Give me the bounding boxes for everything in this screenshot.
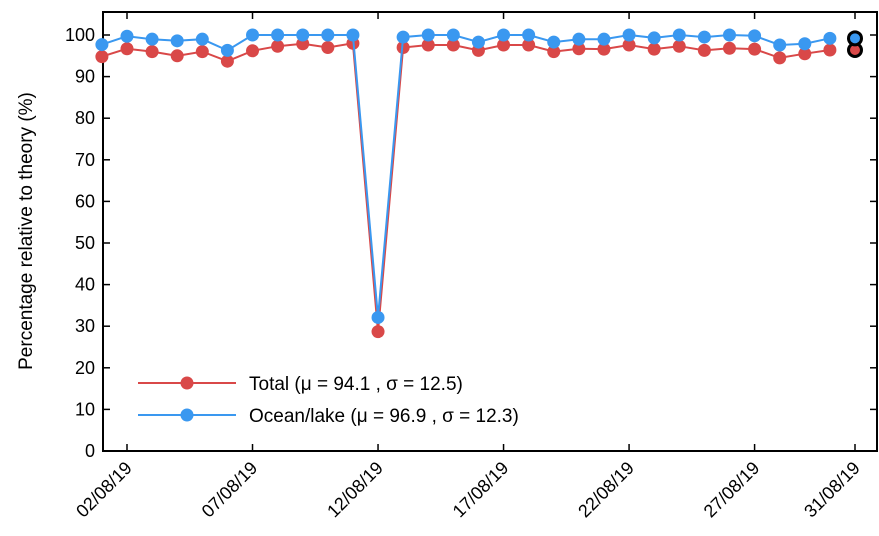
data-point	[321, 40, 335, 54]
data-point	[471, 35, 485, 49]
data-point	[697, 43, 711, 57]
data-point	[647, 42, 661, 56]
data-point	[271, 28, 285, 42]
series-total	[95, 36, 863, 339]
data-point	[547, 35, 561, 49]
data-point	[722, 41, 736, 55]
x-tick-label: 17/08/19	[449, 458, 513, 522]
y-tick-label: 100	[65, 25, 95, 45]
data-point	[396, 30, 410, 44]
data-point	[195, 32, 209, 46]
data-point	[246, 28, 260, 42]
y-tick-label: 20	[75, 358, 95, 378]
data-point	[170, 34, 184, 48]
data-point	[371, 310, 385, 324]
legend-marker	[180, 408, 194, 422]
y-tick-label: 90	[75, 67, 95, 87]
y-axis-label: Percentage relative to theory (%)	[16, 92, 37, 370]
data-point	[572, 42, 586, 56]
data-point	[697, 30, 711, 44]
data-point	[773, 38, 787, 52]
data-point	[321, 28, 335, 42]
plot-frame	[102, 11, 878, 452]
data-point	[597, 32, 611, 46]
y-tick-label: 40	[75, 275, 95, 295]
data-point	[220, 43, 234, 57]
data-point	[722, 28, 736, 42]
data-point	[120, 42, 134, 56]
data-point	[622, 38, 636, 52]
series-layer	[95, 28, 863, 339]
data-point	[95, 38, 109, 52]
axes: 0 10 20 30 40 50 60 70 80 90 100 02/08/19 07/08/19 12…	[65, 11, 878, 522]
x-tick-label: 27/08/19	[700, 458, 764, 522]
data-point	[522, 28, 536, 42]
y-tick-label: 10	[75, 399, 95, 419]
end-point-marker	[847, 30, 863, 47]
data-point	[195, 45, 209, 59]
data-point	[748, 29, 762, 43]
data-point	[145, 45, 159, 59]
data-point	[773, 51, 787, 65]
data-point	[622, 28, 636, 42]
data-point	[220, 54, 234, 68]
data-point	[446, 28, 460, 42]
data-point	[346, 28, 360, 42]
data-point	[672, 28, 686, 42]
y-tick-label: 80	[75, 108, 95, 128]
data-point	[798, 47, 812, 61]
x-tick-label: 22/08/19	[574, 458, 638, 522]
data-point	[823, 43, 837, 57]
y-tick-label: 0	[85, 441, 95, 461]
data-point	[647, 31, 661, 45]
data-point	[672, 39, 686, 53]
y-tick-label: 60	[75, 191, 95, 211]
data-point	[371, 325, 385, 339]
data-point	[120, 29, 134, 43]
data-point	[798, 37, 812, 51]
data-point	[421, 38, 435, 52]
data-point	[296, 28, 310, 42]
data-point	[271, 39, 285, 53]
data-point	[597, 42, 611, 56]
series-line	[101, 33, 831, 318]
data-point	[246, 44, 260, 58]
legend-label: Ocean/lake (μ = 96.9 , σ = 12.3)	[249, 406, 519, 427]
data-point	[497, 28, 511, 42]
y-tick-label: 30	[75, 316, 95, 336]
x-tick-label: 07/08/19	[198, 458, 262, 522]
legend-label: Total (μ = 94.1 , σ = 12.5)	[249, 374, 463, 395]
data-point	[572, 32, 586, 46]
data-point	[547, 45, 561, 59]
data-point	[145, 32, 159, 46]
data-point	[95, 50, 109, 64]
x-tick-label: 31/08/19	[800, 458, 864, 522]
series-ocean-lake	[95, 28, 863, 324]
data-point	[170, 49, 184, 63]
x-tick-label: 02/08/19	[72, 458, 136, 522]
x-tick-label: 12/08/19	[323, 458, 387, 522]
y-tick-label: 70	[75, 150, 95, 170]
y-tick-label: 50	[75, 233, 95, 253]
data-point	[522, 38, 536, 52]
data-point	[748, 42, 762, 56]
legend-marker	[180, 376, 194, 390]
series-line	[101, 42, 831, 332]
data-point	[421, 28, 435, 42]
data-point	[823, 31, 837, 45]
legend: Total (μ = 94.1 , σ = 12.5) Ocean/lake (μ…	[138, 374, 519, 427]
data-point	[446, 38, 460, 52]
data-point	[497, 38, 511, 52]
